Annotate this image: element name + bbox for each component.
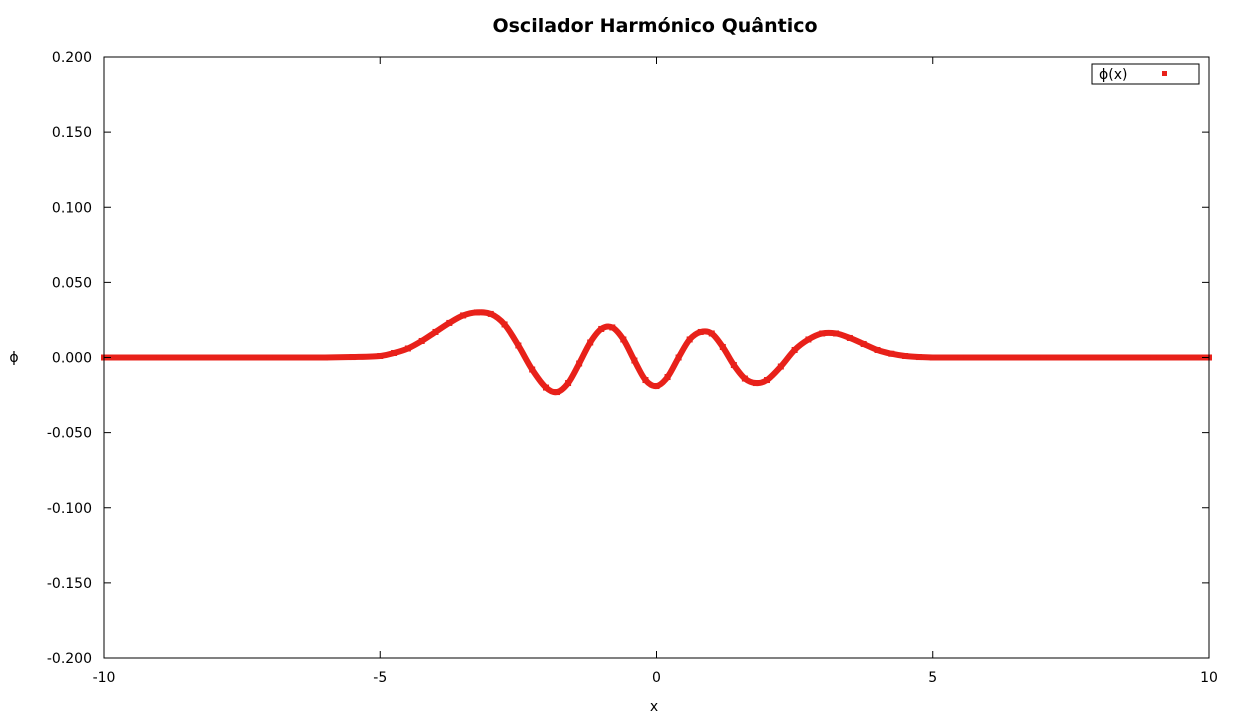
data-point	[791, 346, 798, 353]
data-point	[598, 325, 605, 332]
x-tick-label: -10	[93, 670, 116, 686]
data-point	[764, 377, 770, 384]
data-point	[377, 352, 384, 359]
x-tick-label: 10	[1200, 670, 1218, 686]
data-point	[902, 352, 909, 359]
x-tick-label: 0	[652, 670, 661, 686]
y-tick-label: 0.100	[52, 200, 92, 216]
data-point	[664, 374, 671, 381]
y-tick-label: 0.000	[52, 351, 92, 367]
y-tick-label: 0.150	[52, 125, 92, 141]
data-point	[860, 340, 867, 347]
data-point	[929, 354, 936, 361]
data-point	[697, 328, 704, 335]
data-point	[915, 354, 922, 361]
data-point	[587, 339, 594, 346]
y-tick-label: 0.200	[52, 50, 92, 66]
legend-entry-marker	[1162, 71, 1167, 76]
data-point	[805, 336, 812, 343]
data-point	[487, 310, 494, 317]
data-point	[515, 342, 522, 349]
data-point	[730, 362, 737, 369]
data-point	[565, 380, 572, 387]
data-point	[446, 319, 453, 326]
data-point	[543, 384, 549, 391]
data-point	[501, 321, 508, 328]
data-point	[529, 366, 536, 373]
data-point	[741, 375, 748, 382]
data-point	[957, 354, 964, 361]
legend: ϕ(x)	[1091, 63, 1200, 85]
data-point	[752, 380, 759, 387]
data-point	[985, 354, 991, 361]
legend-box	[1091, 63, 1200, 85]
y-axis-label: ϕ	[9, 350, 18, 366]
data-point	[391, 349, 398, 356]
data-point	[642, 377, 649, 384]
x-tick-label: 5	[928, 670, 937, 686]
ticks-layer: -10 -5 0 5 10 0.200 0.150 0.100 0.050 0.000 -0.050…	[47, 50, 1218, 686]
data-point	[888, 350, 895, 357]
data-point	[418, 337, 425, 344]
data-point	[1095, 354, 1102, 361]
data-point	[719, 343, 726, 350]
data-point	[156, 354, 163, 361]
data-point	[460, 312, 467, 319]
x-tick-label: -5	[373, 670, 387, 686]
data-point	[211, 354, 218, 361]
data-point	[473, 309, 480, 316]
data-point	[675, 354, 682, 361]
data-point	[874, 346, 881, 353]
data-point	[404, 345, 411, 352]
data-point	[576, 360, 583, 367]
data-point	[322, 354, 328, 361]
y-tick-label: -0.150	[47, 576, 92, 592]
x-axis-label: x	[650, 699, 658, 715]
data-point	[349, 354, 356, 361]
data-point	[554, 389, 561, 396]
data-point	[833, 330, 840, 337]
data-point	[631, 357, 638, 364]
data-point	[819, 330, 826, 337]
y-tick-label: -0.200	[47, 651, 92, 667]
data-point	[777, 363, 784, 370]
data-point	[432, 328, 439, 335]
legend-entry-label: ϕ(x)	[1099, 67, 1127, 83]
data-point	[1150, 354, 1157, 361]
y-tick-label: -0.050	[47, 426, 92, 442]
data-point	[846, 334, 853, 341]
data-point	[708, 330, 715, 337]
data-point	[620, 336, 627, 343]
data-point	[686, 336, 693, 343]
data-point	[1040, 354, 1047, 361]
y-tick-label: 0.050	[52, 275, 92, 291]
y-tick-label: -0.100	[47, 501, 92, 517]
data-point	[653, 383, 660, 390]
data-point	[266, 354, 273, 361]
chart-title: Oscilador Harmónico Quântico	[492, 15, 817, 37]
data-point	[609, 324, 616, 331]
